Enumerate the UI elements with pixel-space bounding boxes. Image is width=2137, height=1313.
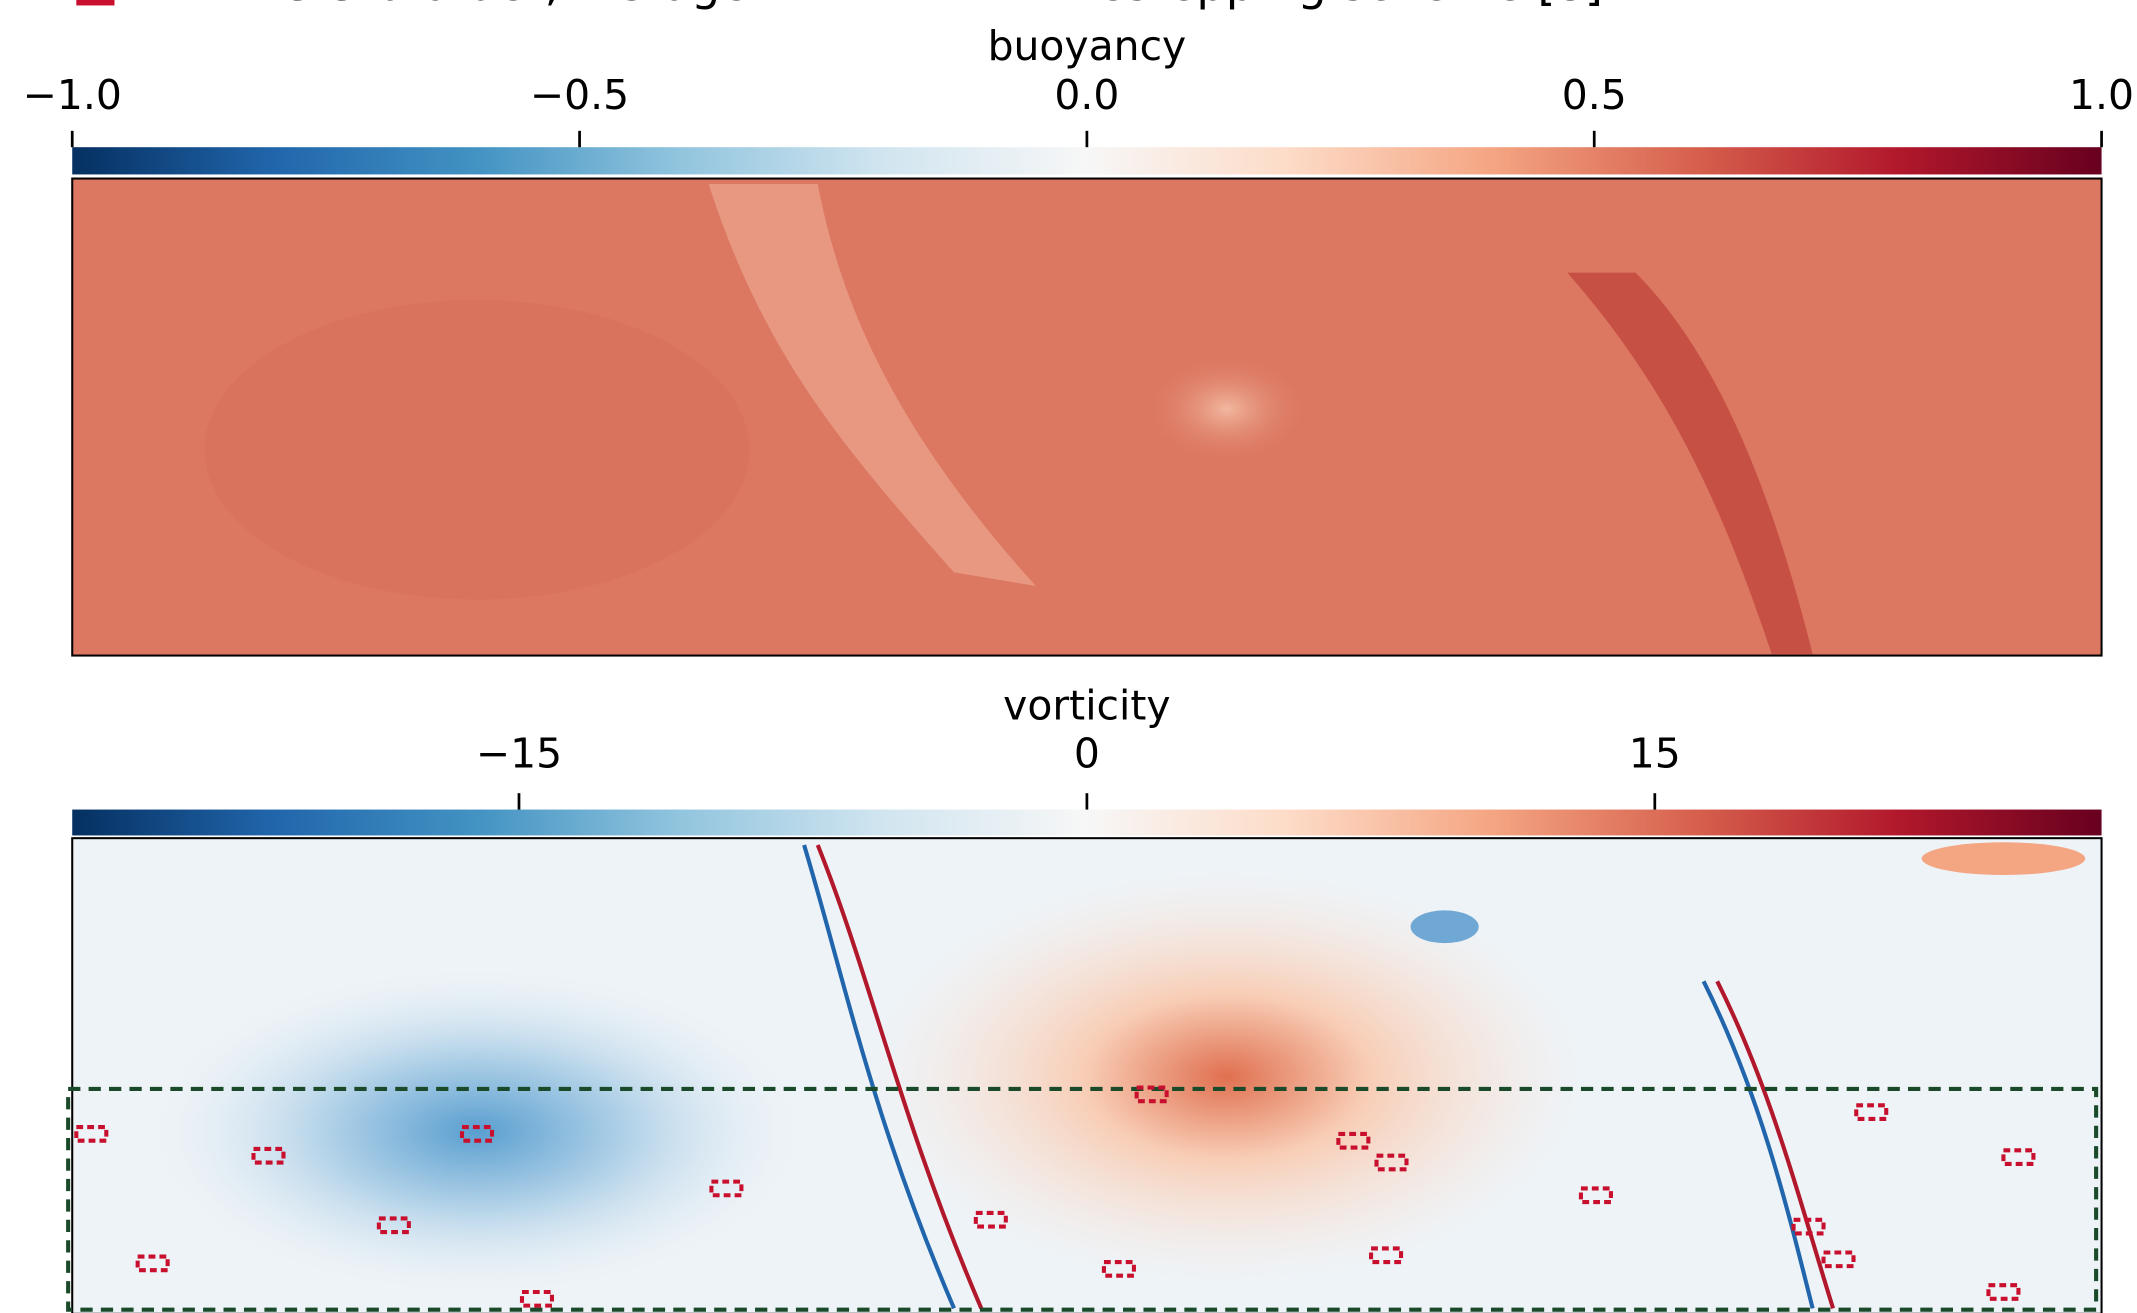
caption: RK443 3rd order, 4-stage DIRK+ERK timest… [164,0,1618,11]
colorbar [72,809,2102,836]
probe-marker [973,1210,1008,1229]
markers [74,1085,2036,1308]
tick-label: 0.5 [1562,71,1627,119]
tick-label: 0 [1074,729,1100,777]
probe-marker [1854,1103,1889,1121]
filament [802,844,956,1310]
tick-label: −0.5 [530,71,629,119]
filament [1715,980,1836,1309]
probe-marker [1336,1131,1371,1150]
vortex [1144,354,1309,464]
vortex [204,299,750,600]
tick-label: 15 [1629,729,1681,777]
probe-marker [251,1146,286,1165]
vortex [149,967,805,1295]
probe-marker [74,1125,109,1143]
tick-label: −15 [476,729,562,777]
vortex [872,872,1581,1282]
probe-marker [1374,1153,1409,1172]
probe-marker [1986,1283,2021,1301]
frame [71,837,2103,1313]
caption-line: RK443 3rd order, 4-stage DIRK+ERK timest… [76,0,1618,11]
filament [1701,980,1815,1309]
tick-label: −1.0 [23,71,122,119]
probe-marker [376,1216,411,1235]
tick-label: 0.0 [1054,71,1119,119]
tick-label: 1.0 [2069,71,2134,119]
probe-marker [1369,1246,1404,1265]
probe-marker [1821,1250,1856,1269]
colorbar-label: buoyancy [988,22,1187,70]
probe-marker [1578,1186,1613,1205]
probe-marker [1791,1217,1826,1236]
colorbar-label: vorticity [1003,682,1170,730]
colorbar [72,147,2102,175]
probe-marker [1134,1085,1169,1104]
plume [708,183,1036,587]
frame [71,177,2103,657]
probe-marker [709,1179,744,1198]
probe-marker [1101,1259,1136,1278]
legend-swatch [76,0,115,6]
probe-marker [2001,1148,2036,1166]
buoyancy-field [71,177,2103,657]
probe-marker [519,1289,555,1308]
probe-marker [459,1125,495,1143]
vorticity-field [66,837,2103,1313]
probe-marker [135,1254,170,1273]
filament [815,844,984,1310]
vortex [1410,910,1479,944]
plume [1567,272,1813,655]
vortex [1921,842,2086,875]
